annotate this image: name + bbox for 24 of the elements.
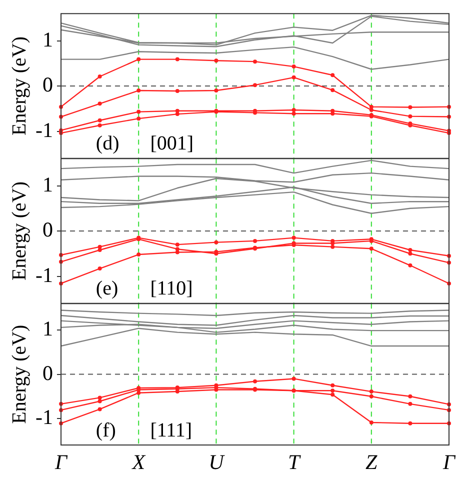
x-tick-label: X [131, 450, 146, 474]
y-tick-label: -1 [36, 118, 53, 142]
x-tick-label: U [208, 450, 226, 474]
y-axis-title: Energy (eV) [8, 324, 30, 424]
y-tick-label: 0 [42, 360, 53, 385]
y-axis-title: Energy (eV) [8, 36, 30, 136]
annotation: (e) [96, 278, 118, 300]
y-tick-label: 1 [42, 27, 53, 52]
x-tick-label: Z [366, 450, 378, 474]
annotation: (f) [96, 419, 116, 442]
annotation: [001] [150, 132, 194, 155]
annotation: (d) [96, 132, 120, 155]
annotation: [110] [150, 278, 193, 300]
y-tick-label: 1 [42, 172, 53, 196]
x-tick-label: Γ [54, 450, 68, 474]
y-tick-label: 0 [42, 218, 53, 242]
x-tick-label: Γ [442, 450, 456, 474]
y-tick-label: -1 [36, 405, 53, 430]
y-axis-title: Energy (eV) [8, 181, 30, 281]
y-tick-label: 0 [42, 72, 53, 97]
y-tick-label: 1 [42, 316, 53, 341]
annotation: [111] [150, 419, 192, 442]
x-tick-label: T [288, 450, 301, 474]
y-tick-label: -1 [36, 262, 53, 287]
